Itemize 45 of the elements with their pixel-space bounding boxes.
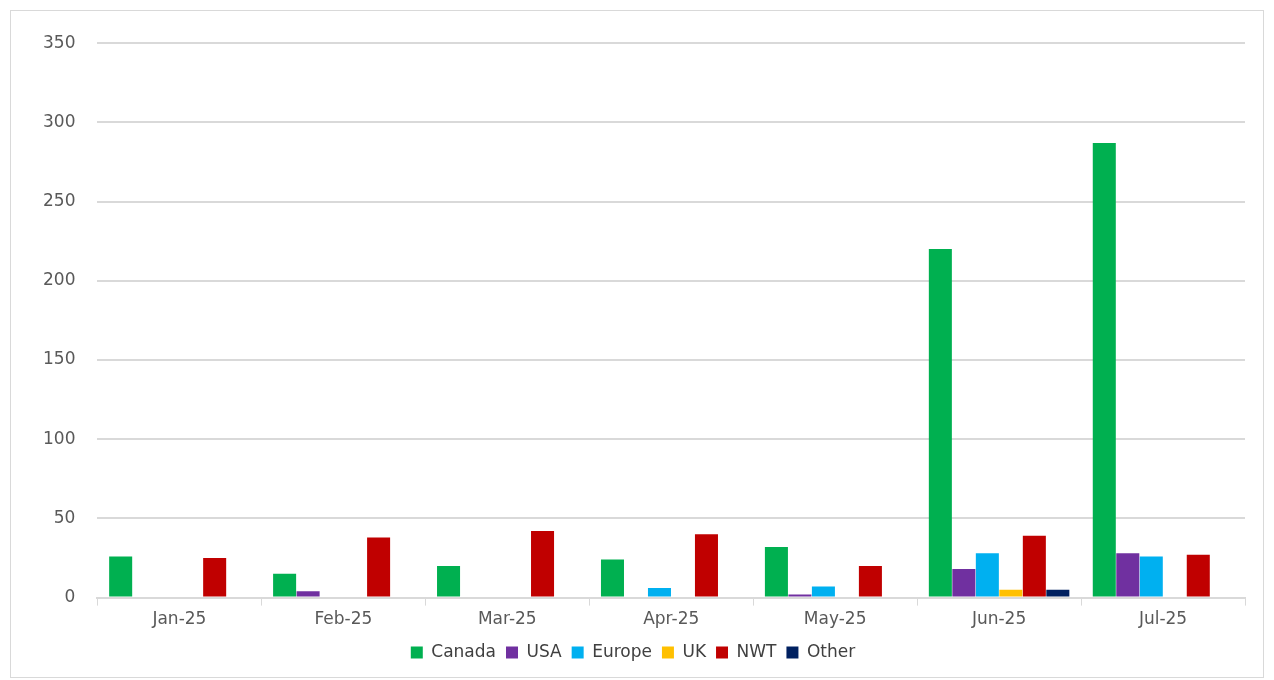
- bar: [203, 558, 227, 597]
- y-tick-label: 250: [42, 190, 76, 211]
- bar: [1186, 554, 1210, 597]
- legend-label: Europe: [592, 640, 652, 661]
- bar: [952, 569, 976, 597]
- bar: [1139, 556, 1163, 597]
- y-tick-label: 0: [64, 586, 76, 607]
- bar: [928, 249, 952, 597]
- bar: [764, 546, 788, 597]
- x-tick-label: May-25: [803, 608, 867, 629]
- legend-label: USA: [526, 640, 563, 661]
- x-tick-label: Jul-25: [1137, 608, 1188, 629]
- bar: [1046, 589, 1070, 597]
- legend-label: NWT: [736, 640, 778, 661]
- bar: [1022, 535, 1046, 597]
- x-tick-label: Apr-25: [643, 608, 700, 629]
- bar: [296, 591, 320, 597]
- bar: [858, 565, 882, 597]
- x-tick-label: Jan-25: [151, 608, 207, 629]
- y-tick-label: 300: [42, 110, 76, 131]
- bar: [1092, 142, 1116, 597]
- x-tick-label: Mar-25: [477, 608, 537, 629]
- bar: [273, 573, 297, 597]
- legend-label: Other: [806, 640, 856, 661]
- y-tick-label: 100: [42, 427, 76, 448]
- y-tick-label: 350: [42, 31, 76, 52]
- legend-label: UK: [682, 640, 707, 661]
- bar: [437, 565, 461, 597]
- bar: [694, 534, 718, 597]
- bar: [600, 559, 624, 597]
- bar: [788, 594, 812, 597]
- y-tick-label: 50: [53, 506, 76, 527]
- legend-label: Canada: [431, 640, 496, 661]
- bar: [999, 589, 1023, 597]
- bar: [109, 556, 133, 597]
- bar: [811, 586, 835, 597]
- x-tick-label: Jun-25: [970, 608, 1027, 629]
- bar: [1116, 553, 1140, 597]
- bar: [531, 531, 555, 597]
- y-tick-label: 150: [42, 348, 76, 369]
- bar: [367, 537, 391, 597]
- bar: [975, 553, 999, 597]
- y-tick-label: 200: [42, 269, 76, 290]
- x-tick-label: Feb-25: [314, 608, 373, 629]
- bar: [647, 588, 671, 597]
